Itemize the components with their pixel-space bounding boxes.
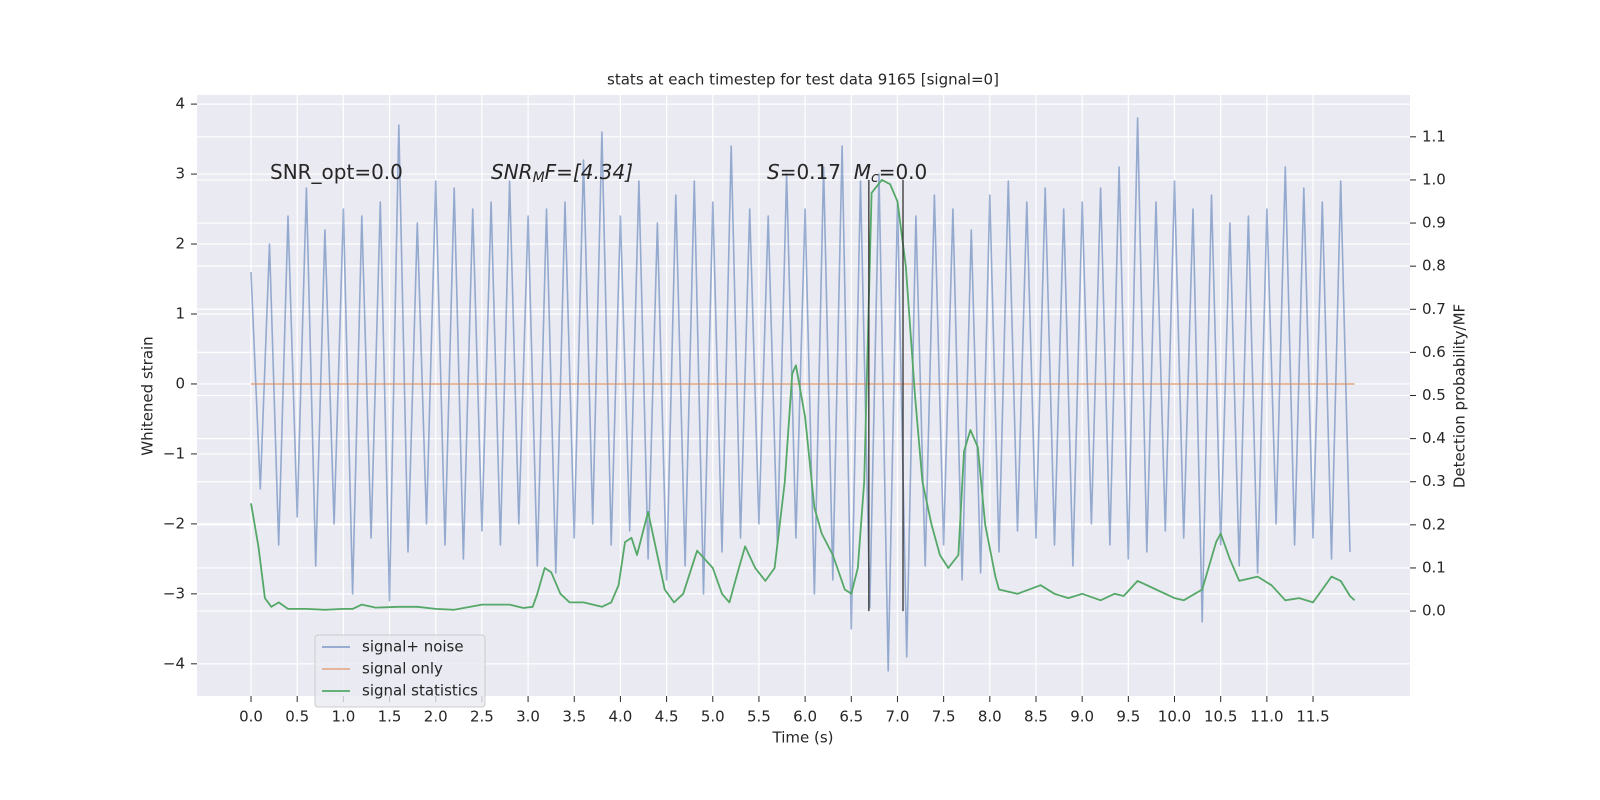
annotation-text: =0.17 <box>780 160 854 184</box>
y2-tick-label: 0.3 <box>1422 472 1446 490</box>
chart-title: stats at each timestep for test data 916… <box>607 71 999 89</box>
x-tick-label: 2.0 <box>424 708 448 726</box>
x-tick-label: 1.0 <box>331 708 355 726</box>
series-line <box>250 117 1351 672</box>
y-tick-label: 3 <box>175 165 185 183</box>
x-tick-label: 8.5 <box>1024 708 1048 726</box>
annotation-text: S <box>767 160 780 184</box>
x-tick-label: 11.5 <box>1296 708 1329 726</box>
y2-tick-label: 0.1 <box>1422 558 1446 576</box>
y-axis-label: Whitened strain <box>139 336 157 455</box>
y2-tick-label: 0.6 <box>1422 343 1446 361</box>
annotation: SNRMF=[4.34] <box>491 160 633 187</box>
x-tick-label: 11.0 <box>1250 708 1283 726</box>
y-tick-label: −1 <box>163 444 185 462</box>
annotation-subscript: c <box>871 170 879 186</box>
x-tick-label: 7.0 <box>886 708 910 726</box>
y-tick-label: −3 <box>163 584 185 602</box>
marks <box>250 117 1356 672</box>
x-tick-label: 6.0 <box>793 708 817 726</box>
x-tick-label: 0.5 <box>285 708 309 726</box>
legend-box <box>314 634 486 708</box>
annotation: SNR_opt=0.0 <box>270 160 403 184</box>
x-tick-label: 4.5 <box>655 708 679 726</box>
x-tick-label: 9.0 <box>1070 708 1094 726</box>
y2-tick-label: 0.9 <box>1422 214 1446 232</box>
y2-tick-label: 1.0 <box>1422 170 1446 188</box>
x-tick-label: 10.0 <box>1158 708 1191 726</box>
x-tick-label: 0.0 <box>239 708 263 726</box>
legend-label: signal+ noise <box>362 638 464 656</box>
legend-label: signal statistics <box>362 682 478 700</box>
x-tick-label: 2.5 <box>470 708 494 726</box>
y2-tick-label: 0.8 <box>1422 257 1446 275</box>
x-tick-label: 7.5 <box>932 708 956 726</box>
y2-axis-label: Detection probability/MF <box>1451 304 1469 488</box>
y-tick-label: −4 <box>163 654 185 672</box>
legend-label: signal only <box>362 660 443 678</box>
annotation-text: SNR <box>491 160 533 184</box>
x-tick-label: 6.5 <box>839 708 863 726</box>
y2-tick-label: 0.4 <box>1422 429 1446 447</box>
annotation: S=0.17 Mc=0.0 <box>767 160 927 187</box>
x-tick-label: 3.0 <box>516 708 540 726</box>
legend: signal+ noise signal only signal statistic… <box>314 634 486 708</box>
x-tick-label: 1.5 <box>378 708 402 726</box>
annotation-text: =0.0 <box>879 160 928 184</box>
series-line <box>250 179 1356 611</box>
x-tick-label: 5.0 <box>701 708 725 726</box>
x-tick-label: 5.5 <box>747 708 771 726</box>
y-tick-label: 0 <box>175 374 185 392</box>
y2-tick-label: 0.0 <box>1422 602 1446 620</box>
x-tick-label: 9.5 <box>1116 708 1140 726</box>
x-tick-label: 4.0 <box>608 708 632 726</box>
y2-tick-label: 1.1 <box>1422 127 1446 145</box>
x-tick-label: 8.0 <box>978 708 1002 726</box>
annotation-text: SNR_opt=0.0 <box>270 160 403 184</box>
x-tick-label: 10.5 <box>1204 708 1237 726</box>
x-axis-label: Time (s) <box>772 729 834 747</box>
y2-tick-label: 0.7 <box>1422 300 1446 318</box>
y2-tick-label: 0.2 <box>1422 515 1446 533</box>
annotation-text: F=[4.34] <box>545 160 633 184</box>
y-tick-label: 4 <box>175 95 185 113</box>
annotation-text: M <box>854 160 871 184</box>
y-tick-label: −2 <box>163 514 185 532</box>
annotation-subscript: M <box>533 170 545 186</box>
x-tick-label: 3.5 <box>562 708 586 726</box>
y-tick-label: 2 <box>175 235 185 253</box>
y-tick-label: 1 <box>175 304 185 322</box>
y2-tick-label: 0.5 <box>1422 386 1446 404</box>
